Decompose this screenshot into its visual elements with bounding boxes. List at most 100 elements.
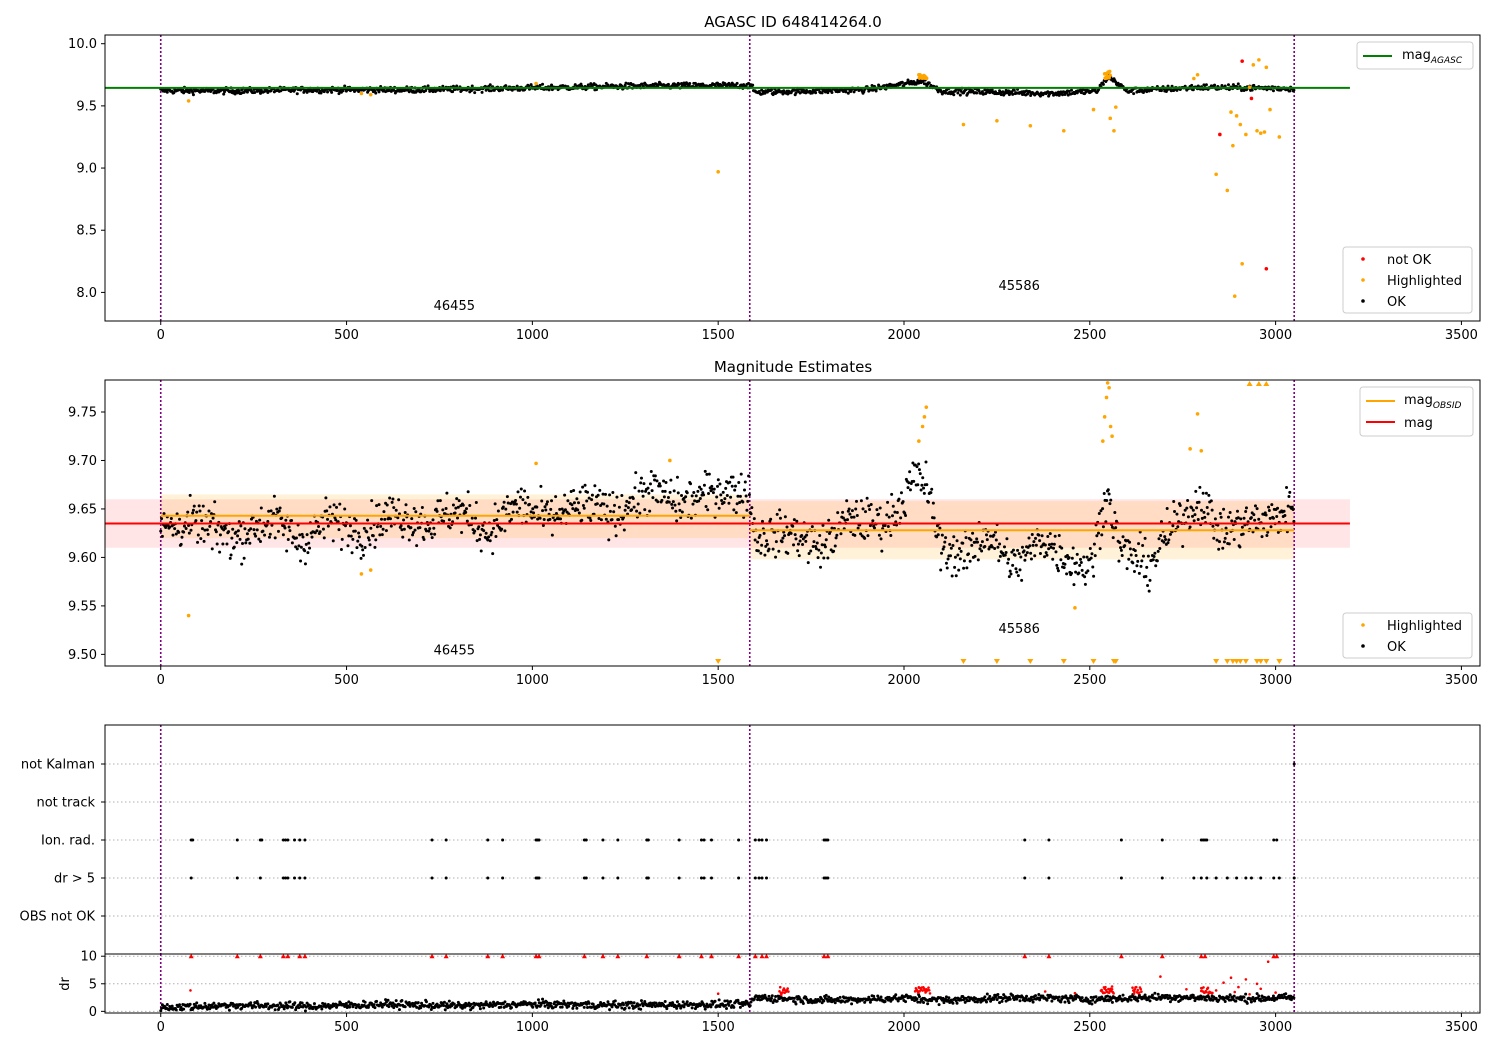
legend-mag-agasc-base: mag [1402,48,1431,63]
ok-point [1154,564,1158,568]
ok-point [1118,541,1122,545]
x-tick-label: 2000 [887,1020,920,1035]
ok-point [1062,566,1066,570]
dr-point [1086,998,1090,1002]
ok-point [1191,88,1195,92]
ok-point [270,523,274,527]
dr-point [1116,998,1120,1002]
ok-point [801,543,805,547]
ok-point [1222,540,1226,544]
ok-point [704,505,708,509]
dr-point [693,1003,697,1007]
ok-point [1146,584,1150,588]
highlighted-below-range-marker [1027,659,1034,664]
ok-point [1121,535,1125,539]
ok-point [545,500,549,504]
ok-point [608,509,612,513]
ok-point [245,90,249,94]
ok-point [814,91,818,95]
ok-point [298,533,302,537]
dr-point [429,1007,433,1011]
ok-point [670,502,674,506]
ok-point [388,496,392,500]
flag-row-label: not Kalman [21,758,95,773]
dr-point [623,1006,627,1010]
ok-point [366,518,370,522]
ok-point [258,540,262,544]
ok-point [252,528,256,532]
ok-point [694,494,698,498]
ok-point [975,537,979,541]
ok-point [1166,541,1170,545]
ok-point [880,549,884,553]
ok-point [388,517,392,521]
dr-clipped-marker [676,953,682,959]
ok-point [415,544,419,548]
ok-point [1004,550,1008,554]
dr-clipped-marker [297,953,303,959]
ok-point [671,506,675,510]
ok-point [762,531,766,535]
flag-point [1292,876,1296,880]
ok-point [515,510,519,514]
ok-point [874,89,878,93]
dr-point [240,1006,244,1010]
dr-point [1118,994,1122,998]
dr-point [763,993,767,997]
dr-high-point [1043,990,1047,993]
ok-point [466,490,470,494]
ok-point [648,482,652,486]
dr-point [478,1007,482,1011]
dr-point [1129,998,1133,1002]
ok-point [412,506,416,510]
dr-high-point [1233,990,1237,994]
ok-point [624,81,628,85]
dr-point [442,1004,446,1008]
dr-high-point [1136,988,1140,992]
dr-high-point [1159,975,1162,978]
ok-point [940,533,944,537]
ok-point [1055,563,1059,567]
ok-point [886,500,890,504]
ok-point [504,507,508,511]
ok-point [303,562,307,566]
flag-point [1023,876,1027,880]
dr-point [946,998,950,1002]
dr-point [690,1006,694,1010]
ok-point [1197,500,1201,504]
ok-point [1075,552,1079,556]
panel-agasc-not-ok-points [1218,59,1269,271]
ok-point [360,544,364,548]
ok-point [267,509,271,513]
ok-point [655,479,659,483]
ok-point [1186,499,1190,503]
dr-point [212,1001,216,1005]
ok-point [685,491,689,495]
ok-point [581,503,585,507]
ok-point [284,518,288,522]
flag-point [486,876,490,880]
ok-point [501,505,505,509]
y-tick-label: 8.5 [76,224,97,239]
ok-point [656,500,660,504]
dr-point [780,996,784,1000]
ok-point [394,508,398,512]
flag-point [444,838,448,842]
ok-point [377,90,381,94]
ok-point [1250,88,1254,92]
dr-point [452,1002,456,1006]
ok-point [1061,93,1065,97]
flag-point [1160,876,1164,880]
dr-point [767,994,771,998]
ok-point [305,533,309,537]
ok-point [917,462,921,466]
dr-point [937,1003,941,1007]
dr-point [887,995,891,999]
ok-point [510,500,514,504]
highlighted-point [1188,447,1192,451]
flag-point [430,838,434,842]
ok-point [1043,555,1047,559]
dr-point [1204,998,1208,1002]
ok-point [1172,499,1176,503]
